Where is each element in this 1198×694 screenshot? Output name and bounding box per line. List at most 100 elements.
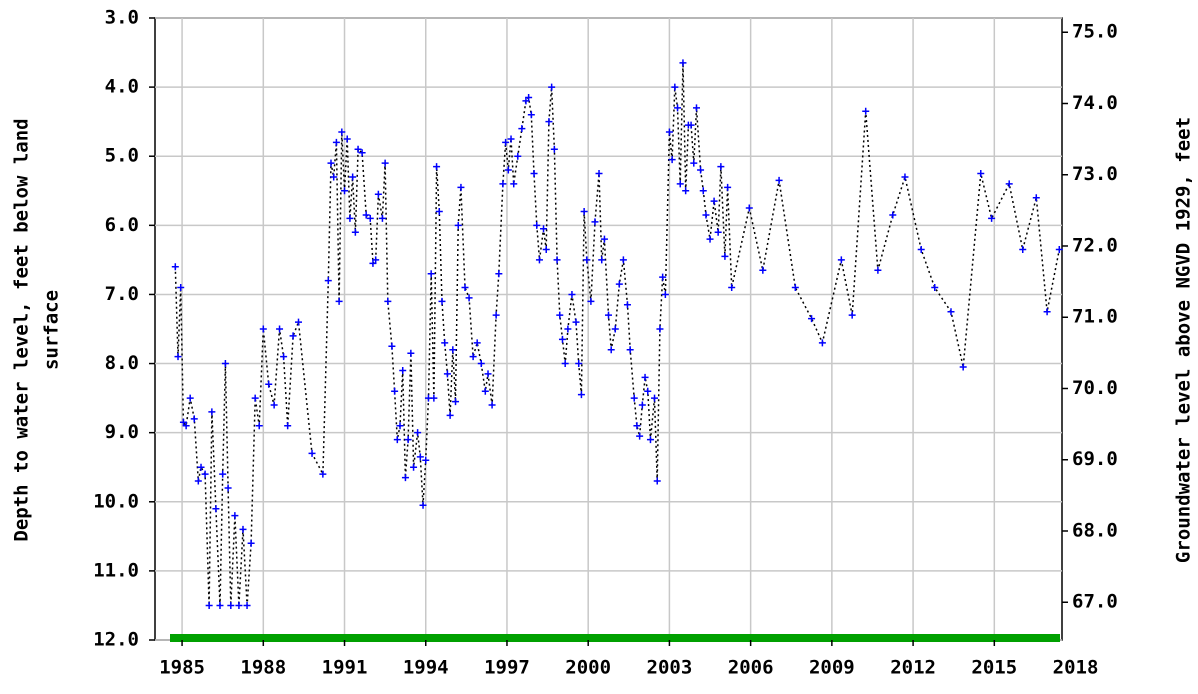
- data-point: [583, 256, 591, 264]
- x-tick-label: 2012: [890, 657, 936, 679]
- data-point: [201, 470, 209, 478]
- data-point: [721, 252, 729, 260]
- data-point: [553, 256, 561, 264]
- data-point: [674, 104, 682, 112]
- data-point: [465, 294, 473, 302]
- y-axis-title: surface: [41, 290, 63, 370]
- data-point: [837, 256, 845, 264]
- data-point: [362, 211, 370, 219]
- data-point: [659, 273, 667, 281]
- data-point: [449, 346, 457, 354]
- data-point: [433, 163, 441, 171]
- data-point: [605, 311, 612, 319]
- data-point: [575, 360, 583, 368]
- y2-tick-label: 74.0: [1072, 92, 1118, 114]
- data-point: [259, 325, 267, 333]
- data-point: [630, 394, 638, 402]
- data-point: [702, 211, 710, 219]
- data-point: [327, 159, 335, 167]
- x-tick-label: 2000: [565, 657, 611, 679]
- data-point: [416, 453, 424, 461]
- y2-tick-label: 72.0: [1072, 234, 1118, 256]
- y2-axis-title: Groundwater level above NGVD 1929, feet: [1173, 117, 1195, 563]
- data-point: [724, 183, 732, 191]
- x-tick-label: 1988: [240, 657, 286, 679]
- data-point: [988, 214, 996, 222]
- data-point: [212, 505, 220, 513]
- data-point: [615, 280, 623, 288]
- data-point: [600, 235, 608, 243]
- y-tick-label: 4.0: [105, 76, 139, 98]
- data-point: [454, 221, 462, 229]
- data-point: [644, 387, 652, 395]
- x-tick-label: 2018: [1053, 657, 1099, 679]
- data-point: [492, 311, 500, 319]
- data-point: [473, 339, 481, 347]
- x-tick-label: 1985: [159, 657, 205, 679]
- data-point: [216, 601, 224, 609]
- data-point: [636, 432, 644, 440]
- data-point: [378, 214, 386, 222]
- data-point: [422, 456, 430, 464]
- data-point: [692, 104, 700, 112]
- data-point: [308, 449, 316, 457]
- data-point: [366, 214, 374, 222]
- data-point: [481, 387, 489, 395]
- data-point: [626, 346, 634, 354]
- data-point: [947, 308, 955, 316]
- y-tick-label: 6.0: [105, 214, 139, 236]
- data-point: [354, 145, 362, 153]
- y-axis-title: Depth to water level, feet below land: [11, 118, 33, 541]
- y2-tick-label: 70.0: [1072, 377, 1118, 399]
- data-point: [661, 290, 669, 298]
- data-point: [247, 539, 255, 547]
- data-point: [177, 284, 185, 292]
- data-point: [441, 339, 449, 347]
- data-point: [221, 360, 229, 368]
- data-point: [641, 373, 649, 381]
- data-point: [270, 401, 278, 409]
- data-point: [545, 118, 553, 126]
- data-point: [556, 311, 564, 319]
- data-point: [265, 380, 273, 388]
- data-point: [1005, 180, 1013, 188]
- data-point: [343, 135, 351, 143]
- data-point: [289, 332, 297, 340]
- data-point: [682, 187, 690, 195]
- data-point: [427, 270, 435, 278]
- data-point: [484, 370, 492, 378]
- data-point: [374, 190, 382, 198]
- y2-tick-label: 69.0: [1072, 448, 1118, 470]
- data-point: [372, 256, 380, 264]
- data-point: [587, 297, 595, 305]
- data-point: [349, 173, 357, 181]
- data-point: [651, 394, 659, 402]
- data-point: [874, 266, 882, 274]
- data-point: [235, 601, 243, 609]
- data-point: [239, 525, 247, 533]
- data-point: [525, 93, 533, 101]
- data-point: [510, 180, 518, 188]
- data-point: [507, 135, 515, 143]
- data-point: [332, 138, 340, 146]
- data-point: [690, 159, 698, 167]
- data-point: [338, 128, 346, 136]
- data-point: [499, 180, 507, 188]
- data-point: [224, 484, 232, 492]
- data-point: [488, 401, 496, 409]
- data-point: [1043, 308, 1051, 316]
- data-point: [205, 601, 213, 609]
- data-point: [324, 277, 332, 285]
- data-point: [495, 270, 503, 278]
- data-point: [714, 228, 722, 236]
- data-point: [391, 387, 399, 395]
- data-point: [430, 394, 438, 402]
- data-point: [542, 246, 550, 254]
- x-tick-label: 1997: [484, 657, 530, 679]
- data-point: [174, 353, 182, 361]
- x-tick-label: 2015: [971, 657, 1017, 679]
- data-point: [388, 342, 396, 350]
- data-point: [959, 363, 967, 371]
- data-period-bar: [170, 634, 1060, 642]
